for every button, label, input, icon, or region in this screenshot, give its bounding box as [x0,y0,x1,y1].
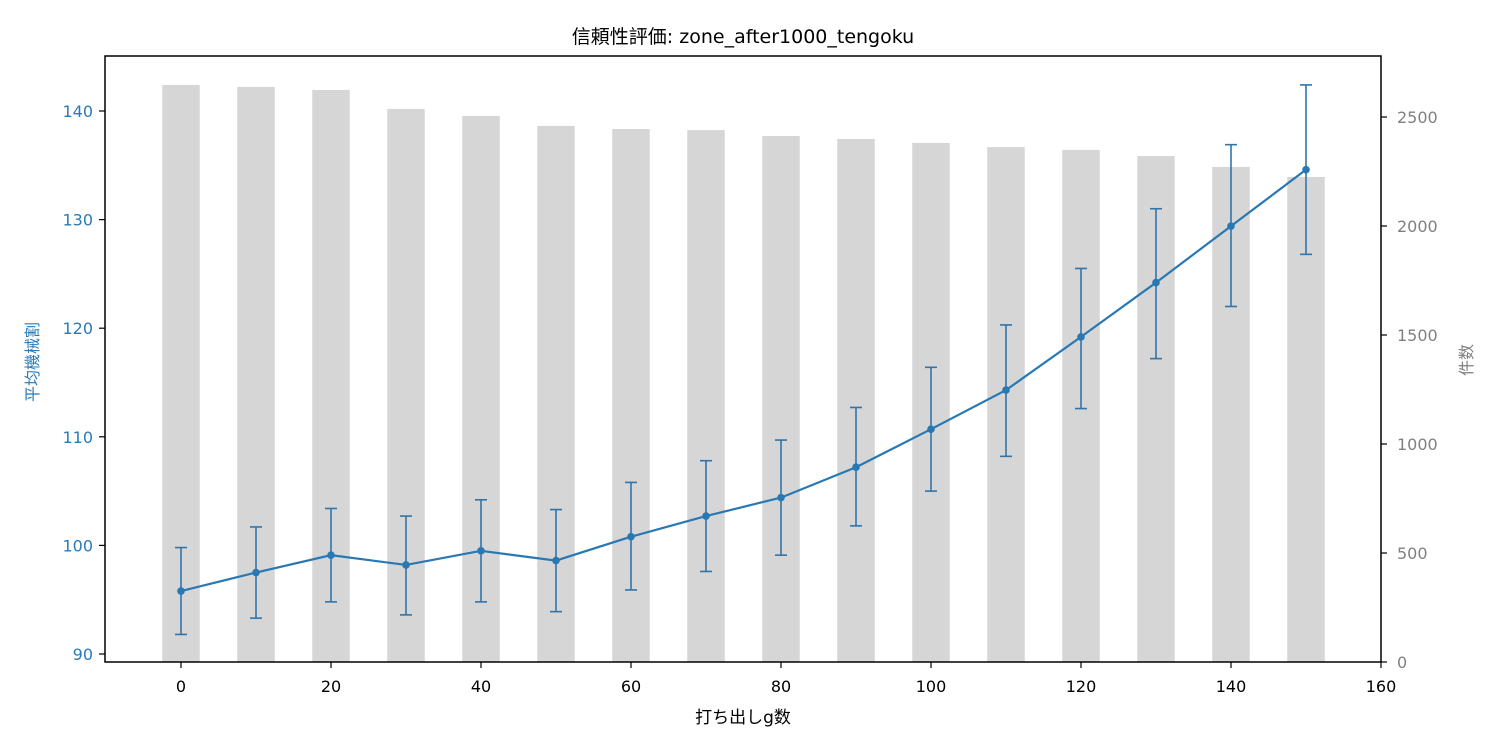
y-axis-right: 0 500 1000 1500 2000 2500 [1381,108,1438,672]
chart-title: 信頼性評価: zone_after1000_tengoku [572,26,914,48]
x-tick-label: 40 [471,677,491,696]
x-tick-label: 20 [321,677,341,696]
data-point [927,425,935,433]
x-tick-label: 0 [176,677,186,696]
bar [837,139,875,662]
x-tick-label: 80 [771,677,791,696]
bar [762,135,800,662]
data-point [1302,165,1310,174]
bar [687,130,725,662]
data-point [1002,386,1010,394]
y-left-tick-label: 130 [62,211,93,230]
x-tick-label: 60 [621,677,641,696]
x-tick-label: 100 [916,677,947,696]
data-point [777,493,785,502]
y-left-tick-label: 100 [62,536,93,555]
data-point [1227,222,1235,230]
x-tick-label: 120 [1066,677,1097,696]
data-point [627,532,635,541]
x-tick-label: 160 [1366,677,1397,696]
x-tick-label: 140 [1216,677,1247,696]
x-axis-label: 打ち出しg数 [695,708,791,728]
y-left-tick-label: 90 [73,645,93,664]
data-point [1152,278,1160,287]
data-point [1077,333,1085,341]
y-left-tick-label: 120 [62,319,93,338]
data-point [477,547,485,555]
y-right-tick-label: 1500 [1397,326,1438,345]
y-right-tick-label: 2000 [1397,217,1438,236]
plot-frame [104,55,1382,663]
y-right-tick-label: 2500 [1397,108,1438,127]
bar-series-count [162,84,1325,663]
data-point [252,568,260,577]
y-right-tick-label: 0 [1397,653,1407,672]
y-axis-right-label: 件数 [1457,344,1476,376]
y-right-tick-label: 500 [1397,544,1428,563]
data-point [402,561,410,569]
data-point [177,587,185,595]
x-axis: 0 20 40 60 80 100 120 140 160 [176,662,1396,696]
y-axis-left-label: 平均機械割 [23,322,42,402]
bar [1287,176,1325,662]
data-point [852,463,860,472]
mean-line [180,168,1307,593]
data-point [327,551,335,559]
data-point [702,512,710,520]
y-left-tick-label: 110 [62,428,93,447]
y-right-tick-label: 1000 [1397,435,1438,454]
line-series-mean [177,165,1310,595]
y-axis-left: 90 100 110 120 130 140 [62,102,105,664]
data-point [552,556,560,565]
y-left-tick-label: 140 [62,102,93,121]
